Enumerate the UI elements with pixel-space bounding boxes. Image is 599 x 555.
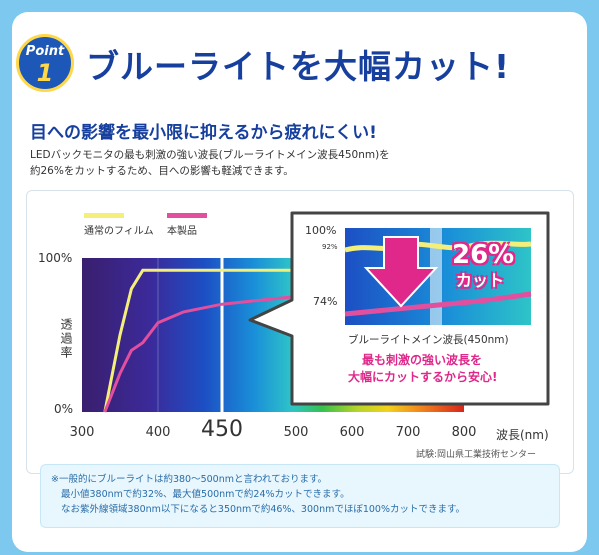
inset-product-line — [344, 291, 532, 317]
point-number: 1 — [36, 59, 54, 87]
legend-label: 本製品 — [167, 226, 197, 237]
subhead: 目への影響を最小限に抑えるから疲れにくい! — [30, 123, 377, 143]
y-tick-100: 100% — [38, 251, 73, 265]
y-tick-0: 0% — [54, 402, 74, 416]
description-line: LEDバックモニタの最も刺激の強い波長(ブルーライトメイン波長450nm)を — [30, 149, 390, 161]
point-label: Point — [25, 44, 65, 59]
point-badge: Point 1 — [16, 34, 74, 92]
inset-down-arrow — [363, 236, 439, 308]
x-tick-700: 700 — [395, 425, 421, 440]
legend-this-product: 本製品 — [167, 213, 207, 237]
x-tick-500: 500 — [283, 425, 309, 440]
inset-label-100: 100% — [305, 224, 337, 237]
description: LEDバックモニタの最も刺激の強い波長(ブルーライトメイン波長450nm)を 約… — [30, 147, 390, 179]
inset-normal-line — [344, 240, 532, 253]
inset-message-line2: 大幅にカットするから安心! — [348, 370, 498, 384]
inset-label-74: 74% — [313, 295, 338, 308]
x-tick-600: 600 — [339, 425, 365, 440]
x-tick-450: 450 — [201, 417, 243, 442]
note-line: なお紫外線領域380nm以下になると350nmで約46%、300nmでほぼ100… — [61, 504, 466, 515]
legend-label: 通常のフィルム — [84, 226, 154, 237]
x-tick-400: 400 — [145, 425, 171, 440]
y-axis-title: 透過率 — [59, 318, 73, 360]
inset-highlight-band — [430, 228, 442, 325]
x-axis-title: 波長(nm) — [496, 428, 549, 442]
note-line: 最小値380nmで約32%、最大値500nmで約24%カットできます。 — [61, 489, 350, 500]
source-credit: 試験:岡山県工業技術センター — [416, 450, 537, 460]
headline: ブルーライトを大幅カット! — [86, 47, 511, 86]
inset-message-line1: 最も刺激の強い波長を — [362, 353, 483, 367]
inset-label-92: 92% — [322, 243, 338, 251]
note-line: ※一般的にブルーライトは約380〜500nmと言われております。 — [51, 474, 328, 485]
cut-word: カット — [456, 271, 505, 290]
x-tick-300: 300 — [69, 425, 95, 440]
x-tick-800: 800 — [451, 425, 477, 440]
legend-swatch — [84, 213, 124, 218]
legend-normal-film: 通常のフィルム — [84, 213, 154, 237]
legend-swatch — [167, 213, 207, 218]
description-line: 約26%をカットするため、目への影響も軽減できます。 — [30, 165, 294, 177]
note-box: ※一般的にブルーライトは約380〜500nmと言われております。 最小値380n… — [40, 464, 560, 528]
cut-percent: 26% — [452, 240, 515, 270]
inset-wavelength-label: ブルーライトメイン波長(450nm) — [348, 334, 509, 346]
